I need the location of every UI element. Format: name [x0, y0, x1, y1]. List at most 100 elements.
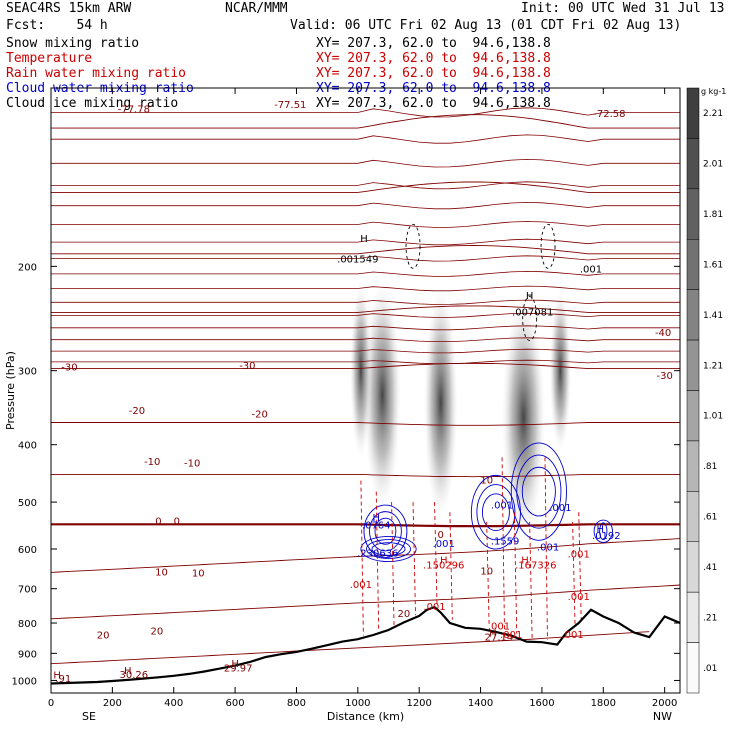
upper-isoline: [51, 299, 680, 305]
chart-annotation: -77.78: [118, 105, 150, 116]
colorbar-level-label: 2.01: [703, 160, 723, 170]
cloud-water-contour: [593, 519, 613, 543]
colorbar-level-label: 1.61: [703, 260, 723, 270]
upper-isoline: [51, 238, 680, 246]
end-label-nw: NW: [653, 710, 672, 723]
chart-annotation: 10: [155, 567, 168, 578]
chart-annotation: -10: [184, 458, 200, 469]
colorbar-swatch: [686, 87, 700, 139]
colorbar-swatch: [686, 188, 700, 240]
cloud-ice-contour: [405, 223, 421, 269]
chart-annotation: .001549: [337, 254, 378, 265]
init-time: Init: 00 UTC Wed 31 Jul 13: [521, 1, 725, 16]
cloud-water-contour: [521, 466, 556, 517]
chart-annotation: 0: [174, 516, 180, 527]
chart-annotation: -30: [656, 371, 672, 382]
chart-annotation: .167326: [515, 560, 556, 571]
colorbar-swatch: [686, 541, 700, 593]
rain-water-contour: [513, 512, 518, 634]
x-tick-label: 800: [287, 698, 306, 709]
colorbar-level-label: .01: [703, 664, 717, 674]
x-tick-label: 0: [48, 698, 54, 709]
colorbar-swatch: [686, 339, 700, 391]
cloud-water-contour: [476, 484, 516, 541]
y-tick-label: 400: [18, 441, 37, 452]
chart-annotation: H: [360, 234, 368, 245]
y-tick-label: 300: [18, 367, 37, 378]
cloud-water-contour: [363, 504, 408, 558]
rain-water-contour: [434, 502, 438, 604]
upper-isoline: [51, 158, 680, 168]
chart-annotation: 10: [480, 566, 493, 577]
chart-annotation: -10: [144, 457, 160, 468]
x-tick-label: 400: [164, 698, 183, 709]
y-tick-label: 1000: [12, 676, 37, 687]
x-tick-label: 600: [226, 698, 245, 709]
rain-water-contour: [572, 521, 576, 625]
y-axis-label: Pressure (hPa): [4, 351, 17, 430]
snow-shading: [549, 290, 572, 452]
chart-annotation: 0: [155, 516, 161, 527]
chart-annotation: .001: [350, 580, 372, 591]
snow-shading: [350, 284, 372, 458]
isotherm--50: [51, 245, 680, 255]
upper-isoline: [51, 285, 680, 292]
snow-shading: [423, 288, 458, 518]
upper-isoline: [51, 270, 680, 277]
chart-annotation: H: [231, 659, 239, 670]
field-name-temperature: Temperature: [6, 51, 93, 66]
cloud-water-contour: [516, 454, 562, 529]
valid-time: Valid: 06 UTC Fri 02 Aug 13 (01 CDT Fri …: [290, 18, 682, 33]
colorbar-swatch: [686, 289, 700, 341]
isotherm--70: [51, 114, 680, 129]
run-title: SEAC4RS 15km ARW: [6, 1, 132, 16]
upper-isoline: [51, 325, 680, 331]
chart-annotation: .001: [500, 630, 522, 641]
rain-water-contour: [360, 480, 364, 636]
colorbar-swatch: [686, 642, 700, 694]
chart-annotation: 27.14: [485, 633, 514, 644]
colorbar-level-label: .21: [703, 613, 717, 623]
chart-annotation: -30: [61, 363, 77, 374]
chart-annotation: 10: [192, 569, 205, 580]
chart-annotation: .001: [433, 539, 455, 550]
chart-annotation: H: [521, 556, 529, 567]
rain-water-contour: [529, 521, 533, 639]
colorbar-level-label: .81: [703, 462, 717, 472]
chart-annotation: .1559: [491, 537, 520, 548]
cloud-ice-contour: [522, 296, 538, 342]
colorbar-level-label: 1.81: [703, 210, 723, 220]
rain-water-contour: [412, 502, 416, 616]
colorbar-level-label: .61: [703, 513, 717, 523]
isotherm--40: [51, 305, 680, 313]
field-name-snow: Snow mixing ratio: [6, 36, 140, 51]
isotherm--30: [51, 362, 680, 370]
colorbar-level-label: 2.21: [703, 109, 723, 119]
chart-annotation: .001: [580, 265, 602, 276]
rain-water-contour: [544, 457, 548, 640]
x-tick-label: 2000: [652, 698, 677, 709]
rain-water-contour: [375, 491, 380, 631]
chart-annotation: .001: [549, 503, 571, 514]
y-tick-label: 500: [18, 498, 37, 509]
colorbar-level-label: 1.01: [703, 412, 723, 422]
chart-annotation: .001: [568, 549, 590, 560]
chart-annotation: .007081: [512, 307, 553, 318]
x-tick-label: 200: [103, 698, 122, 709]
chart-annotation: H: [489, 629, 497, 640]
upper-isoline: [51, 337, 680, 343]
cloud-water-contour: [369, 511, 402, 552]
chart-annotation: 0: [437, 530, 443, 541]
colorbar-level-label: 1.41: [703, 311, 723, 321]
colorbar-swatch: [686, 591, 700, 643]
chart-annotation: .230636: [357, 549, 398, 560]
forecast-hour: Fcst: 54 h: [6, 18, 108, 33]
x-tick-label: 1200: [406, 698, 431, 709]
x-axis-label: Distance (km): [327, 710, 404, 723]
chart-annotation: 10: [480, 475, 493, 486]
cloud-water-contour: [481, 493, 510, 532]
chart-annotation: H: [440, 556, 448, 567]
field-name-rain: Rain water mixing ratio: [6, 66, 187, 81]
cloud-ice-contour: [540, 223, 556, 269]
